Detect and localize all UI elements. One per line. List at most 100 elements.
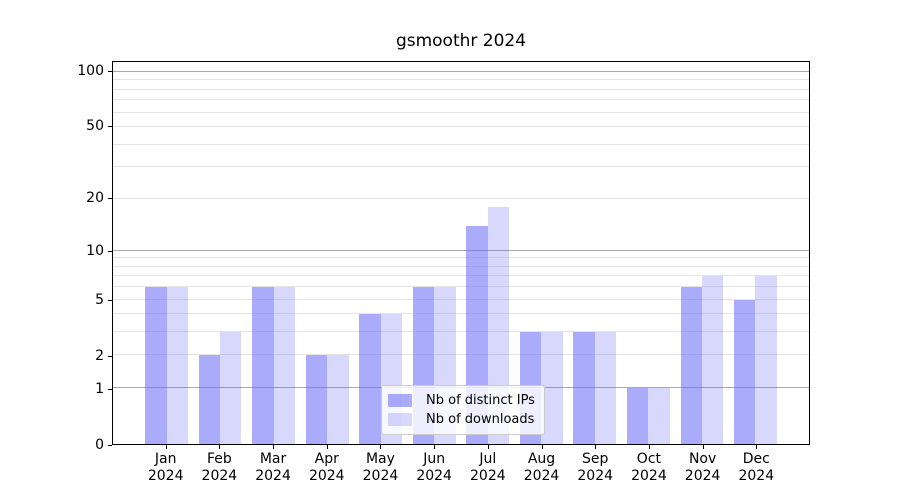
- gridline-70: [113, 99, 809, 101]
- y-tick-label-0: 0: [95, 437, 104, 453]
- x-tick-month: Nov: [688, 451, 717, 467]
- legend-label-ips: Nb of distinct IPs: [426, 393, 535, 408]
- bar-nov-downloads: [701, 276, 724, 444]
- gridline-4: [113, 313, 809, 315]
- gridline-80: [113, 88, 809, 90]
- x-tick-year: 2024: [255, 468, 291, 484]
- bar-sep-downloads: [594, 332, 617, 444]
- plot-area: Nb of distinct IPs Nb of downloads: [112, 61, 810, 445]
- x-tick-year: 2024: [738, 468, 775, 484]
- legend-swatch-ips-icon: [388, 394, 412, 407]
- x-tick-mark-jul: [487, 445, 489, 449]
- y-tick-mark-100: [108, 71, 112, 73]
- gridline-3: [113, 331, 809, 333]
- gridline-10: [113, 249, 809, 251]
- x-tick-month: Aug: [527, 451, 556, 467]
- x-tick-label-may: May 2024: [363, 451, 399, 485]
- x-tick-label-apr: Apr 2024: [309, 451, 345, 485]
- y-tick-mark-2: [108, 355, 112, 357]
- bar-feb-downloads: [220, 332, 242, 444]
- gridline-7: [113, 275, 809, 277]
- bar-jul-downloads: [487, 206, 510, 444]
- y-tick-mark-0: [108, 445, 112, 446]
- x-tick-year: 2024: [684, 468, 721, 484]
- bar-aug-downloads: [541, 332, 563, 444]
- gridline-5: [113, 298, 809, 300]
- x-tick-month: Feb: [206, 451, 232, 467]
- x-tick-year: 2024: [523, 468, 560, 484]
- x-tick-year: 2024: [470, 468, 506, 484]
- gridline-60: [113, 111, 809, 113]
- x-tick-label-jan: Jan 2024: [148, 451, 184, 485]
- x-tick-mark-mar: [273, 445, 275, 449]
- bar-jan-downloads: [166, 287, 188, 444]
- x-tick-label-oct: Oct 2024: [631, 451, 667, 485]
- x-tick-label-jul: Jul 2024: [470, 451, 506, 485]
- x-tick-mark-aug: [541, 445, 543, 449]
- gridline-6: [113, 286, 809, 288]
- x-tick-month: Oct: [636, 451, 662, 467]
- bar-dec-ips: [734, 299, 756, 444]
- gridline-30: [113, 166, 809, 168]
- gridline-90: [113, 79, 809, 81]
- gridline-40: [113, 143, 809, 145]
- x-tick-mark-feb: [219, 445, 221, 449]
- bar-dec-downloads: [755, 276, 777, 444]
- bar-may-ips: [359, 314, 381, 444]
- x-tick-year: 2024: [147, 468, 184, 484]
- y-tick-label-10: 10: [86, 242, 104, 259]
- x-tick-month: Sep: [582, 451, 609, 467]
- y-tick-label-1: 1: [95, 380, 104, 397]
- x-tick-mark-apr: [326, 445, 328, 449]
- x-tick-year: 2024: [577, 468, 614, 484]
- y-tick-label-100: 100: [77, 63, 104, 80]
- gridline-9: [113, 257, 809, 259]
- x-tick-label-jun: Jun 2024: [416, 451, 452, 485]
- chart-title: gsmoothr 2024: [395, 31, 527, 51]
- x-tick-label-aug: Aug 2024: [524, 451, 560, 485]
- x-tick-year: 2024: [416, 468, 452, 484]
- gridline-2: [113, 354, 809, 356]
- x-tick-year: 2024: [631, 468, 667, 484]
- y-tick-label-20: 20: [86, 190, 104, 207]
- bar-jan-ips: [145, 287, 167, 444]
- x-tick-month: Apr: [314, 451, 339, 467]
- x-tick-month: Jun: [423, 451, 446, 467]
- x-tick-label-dec: Dec 2024: [738, 451, 774, 485]
- bar-mar-downloads: [273, 287, 296, 444]
- x-tick-mark-dec: [756, 445, 758, 449]
- y-tick-mark-20: [108, 198, 112, 200]
- bar-oct-downloads: [648, 388, 670, 444]
- y-tick-mark-50: [108, 126, 112, 128]
- y-tick-label-2: 2: [95, 348, 104, 364]
- gridline-20: [113, 197, 809, 199]
- legend: Nb of distinct IPs Nb of downloads: [381, 385, 545, 435]
- bar-mar-ips: [252, 287, 274, 444]
- gridline-100: [113, 71, 809, 73]
- x-axis: Jan 2024 Feb 2024 Mar 2024 Apr 2024 May 2024 Jun 20…: [112, 451, 810, 491]
- x-tick-month: Jan: [154, 451, 177, 467]
- x-tick-month: Jul: [479, 451, 497, 467]
- x-tick-month: Mar: [259, 451, 287, 467]
- x-tick-mark-oct: [648, 445, 650, 449]
- x-tick-mark-jan: [165, 445, 167, 449]
- x-tick-mark-nov: [702, 445, 704, 449]
- x-tick-month: May: [365, 451, 395, 467]
- x-tick-label-nov: Nov 2024: [685, 451, 721, 485]
- x-tick-year: 2024: [362, 468, 399, 484]
- bar-apr-downloads: [327, 355, 349, 444]
- legend-item-downloads: Nb of downloads: [388, 410, 535, 429]
- x-tick-year: 2024: [308, 468, 345, 484]
- x-tick-year: 2024: [201, 468, 238, 484]
- x-tick-mark-jun: [434, 445, 436, 449]
- bar-nov-ips: [680, 287, 702, 444]
- x-tick-label-feb: Feb 2024: [202, 451, 238, 485]
- bar-oct-ips: [626, 388, 649, 444]
- x-tick-label-mar: Mar 2024: [255, 451, 291, 485]
- y-tick-mark-10: [108, 250, 112, 252]
- x-tick-mark-sep: [595, 445, 597, 449]
- x-tick-month: Dec: [742, 451, 770, 467]
- x-tick-label-sep: Sep 2024: [577, 451, 613, 485]
- y-tick-mark-5: [108, 299, 112, 301]
- bar-feb-ips: [198, 355, 221, 444]
